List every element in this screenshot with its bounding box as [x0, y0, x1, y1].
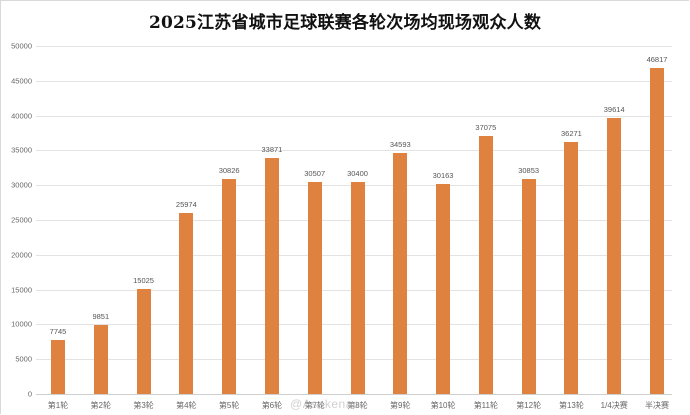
- x-tick-label: 第4轮: [176, 401, 197, 410]
- x-tick-label: 第7轮: [304, 401, 325, 410]
- gridline: [36, 46, 672, 47]
- x-tick-label: 半决赛: [645, 401, 669, 410]
- y-tick-label: 25000: [11, 215, 32, 225]
- x-tick-label: 第3轮: [133, 401, 154, 410]
- bar-value-label: 15025: [133, 276, 154, 286]
- bar: [478, 135, 493, 394]
- bar: [521, 179, 536, 394]
- bar-value-label: 30163: [432, 171, 454, 181]
- gridline: [36, 394, 672, 395]
- bar: [307, 181, 322, 394]
- y-tick-label: 45000: [11, 76, 32, 86]
- gridline: [36, 80, 672, 82]
- y-tick-label: 20000: [11, 250, 32, 260]
- y-tick-label: 10000: [11, 319, 32, 329]
- y-tick-label: 15000: [11, 285, 32, 295]
- x-tick-label: 第2轮: [90, 401, 111, 410]
- x-tick-label: 1/4决赛: [600, 401, 628, 410]
- bar: [51, 340, 65, 394]
- y-tick-label: 40000: [11, 111, 32, 121]
- x-tick-label: 第6轮: [261, 401, 283, 410]
- x-tick-label: 第10轮: [430, 401, 456, 410]
- bar-value-label: 30507: [304, 168, 326, 178]
- bar: [350, 182, 365, 394]
- bar-value-label: 37075: [475, 122, 497, 132]
- bar-value-label: 36271: [560, 128, 582, 138]
- bar-value-label: 7745: [49, 327, 67, 337]
- bar-value-label: 30826: [218, 166, 240, 176]
- x-tick-label: 第11轮: [473, 401, 498, 410]
- bar: [393, 153, 408, 394]
- gridline: [36, 115, 672, 117]
- bar: [436, 184, 451, 394]
- bar-value-label: 30400: [347, 169, 368, 179]
- y-tick-label: 50000: [11, 41, 32, 51]
- bar-value-label: 33871: [261, 145, 283, 155]
- bar-value-label: 46817: [646, 55, 668, 65]
- bar-value-label: 30853: [518, 166, 540, 176]
- chart-title: 2025江苏省城市足球联赛各轮次场均现场观众人数: [148, 13, 542, 33]
- x-tick-label: 第8轮: [347, 401, 368, 410]
- x-tick-label: 第13轮: [558, 401, 584, 410]
- bar: [264, 158, 279, 394]
- watermark: @Asakenao: [290, 397, 361, 411]
- bar: [179, 213, 194, 394]
- bar: [136, 289, 151, 394]
- y-tick-label: 35000: [11, 145, 32, 155]
- gridline: [36, 150, 672, 152]
- bar-value-label: 9851: [92, 312, 110, 322]
- x-tick-label: 第12轮: [516, 401, 542, 410]
- x-tick-label: 第5轮: [218, 401, 240, 410]
- y-tick-label: 30000: [11, 180, 32, 190]
- bar: [222, 179, 237, 394]
- bar: [650, 68, 664, 394]
- y-tick-label: 5000: [15, 354, 32, 364]
- x-tick-label: 第9轮: [390, 401, 411, 410]
- bar-value-label: 34593: [389, 140, 411, 150]
- y-tick-label: 0: [27, 389, 32, 399]
- bar-value-label: 39614: [603, 105, 625, 115]
- plot-area: 7745 9851 15025 25974 30826 33871 30507 30400 34…: [36, 46, 672, 395]
- bar-value-label: 25974: [175, 200, 197, 210]
- x-tick-label: 第1轮: [47, 401, 69, 410]
- bar: [564, 141, 579, 394]
- bar: [93, 325, 108, 394]
- bar: [607, 118, 622, 394]
